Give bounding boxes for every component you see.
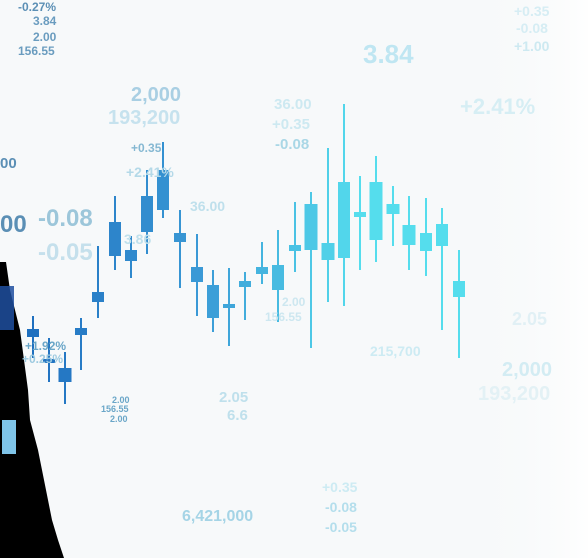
number-label: -0.27% [18, 0, 57, 14]
candle-body [174, 233, 186, 242]
candle-body [369, 182, 383, 240]
left-blue-block [0, 286, 14, 330]
number-label: 193,200 [478, 383, 551, 405]
candle-body [272, 265, 284, 290]
candle-body [191, 267, 203, 282]
number-label: +1.00 [514, 38, 550, 54]
number-label: 2.00 [33, 30, 57, 44]
number-label: 36.00 [274, 96, 312, 113]
candle-body [92, 292, 104, 302]
number-label: 156.55 [101, 404, 129, 414]
number-label: 2,000 [131, 84, 182, 106]
number-label: 3.84 [33, 14, 57, 28]
candle-body [386, 204, 400, 214]
number-label: 156.55 [18, 44, 55, 58]
number-label: 2.00 [282, 295, 306, 309]
candle-body [453, 281, 465, 297]
black-corner-wedge [0, 262, 64, 558]
candle-body [27, 329, 39, 337]
number-label: -0.08 [38, 205, 93, 232]
candle-body [289, 245, 301, 251]
number-label: -0.08 [275, 136, 310, 153]
candle-body [75, 328, 87, 335]
number-label: -0.08 [516, 20, 548, 36]
number-label: -0.05 [38, 239, 93, 266]
candle-body [354, 212, 366, 217]
candle-body [256, 267, 268, 274]
number-label: 156.55 [265, 310, 302, 324]
candle-body [402, 225, 416, 245]
number-label: +0.35 [131, 141, 162, 155]
candle-body [125, 250, 137, 261]
candle-body [43, 359, 55, 363]
number-label: +0.35 [322, 479, 358, 495]
candle-body [207, 285, 219, 318]
number-label: -0.05 [325, 519, 357, 535]
number-label: +0.35 [514, 3, 550, 19]
number-label: 2.05 [512, 309, 548, 329]
number-label: 00 [0, 155, 17, 172]
number-label: +2.41% [460, 94, 536, 119]
right-fade [470, 0, 588, 558]
number-label: 36.00 [190, 198, 226, 214]
candle-body [239, 281, 251, 287]
number-label: 3.84 [363, 39, 414, 69]
candle-body [321, 243, 335, 260]
candle-body [157, 170, 169, 210]
number-label: 215,700 [370, 343, 421, 359]
number-label: +0.25% [22, 352, 64, 366]
number-label: 6,421,000 [182, 508, 254, 525]
number-label: 6.6 [227, 407, 248, 424]
candle-body [223, 304, 235, 308]
candle-body [109, 222, 121, 256]
candle-body [58, 368, 72, 382]
candle-body [338, 182, 350, 258]
number-label: -0.08 [325, 499, 357, 515]
number-label: +1.92% [25, 339, 67, 353]
candle-body [436, 224, 448, 246]
number-label: 193,200 [108, 107, 181, 129]
number-label: 2,000 [502, 359, 553, 381]
number-label: +2.41% [126, 164, 174, 180]
candle-body [420, 233, 432, 251]
number-label: 2.05 [219, 389, 249, 406]
number-label: 2.00 [112, 395, 130, 405]
number-label: +0.35 [272, 116, 310, 133]
candle-body [141, 196, 153, 232]
number-label: 00 [0, 211, 27, 238]
number-label: 3.86 [124, 231, 152, 247]
left-cyan-block [2, 420, 16, 454]
number-label: 2.00 [110, 414, 128, 424]
candle-body [304, 204, 318, 250]
candlestick-series [27, 104, 465, 404]
